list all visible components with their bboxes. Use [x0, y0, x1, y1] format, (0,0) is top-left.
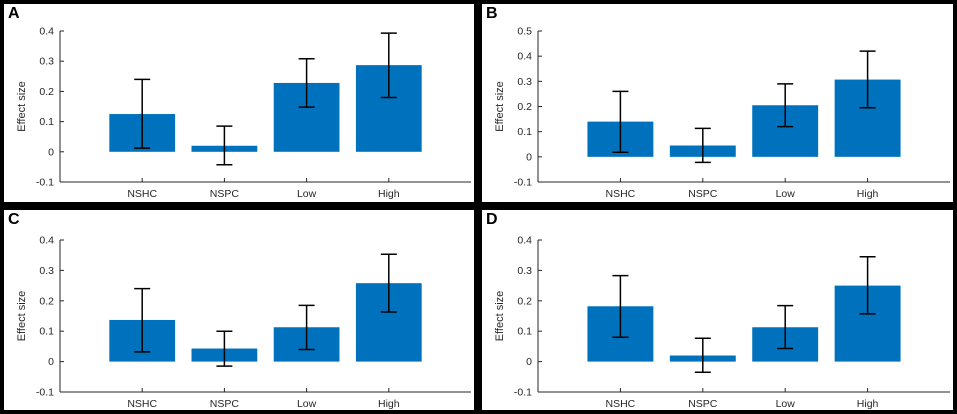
x-tick-label: NSHC	[606, 398, 636, 410]
y-tick-label: 0.2	[517, 295, 532, 307]
y-tick-label: 0	[48, 356, 54, 368]
y-tick-label: 0.3	[517, 265, 532, 277]
y-tick-label: 0.1	[39, 116, 54, 128]
y-tick-label: 0.1	[517, 126, 532, 138]
x-tick-label: NSHC	[127, 188, 157, 200]
bar-chart-b: -0.1 0 0.1 0.2 0.3 0.4 0.5 Effect size NSHC NSPC L…	[494, 26, 950, 200]
x-tick-label: High	[857, 188, 879, 200]
panel-letter: B	[486, 5, 498, 22]
y-tick-label: 0.4	[517, 235, 532, 247]
y-tick-label: 0.3	[39, 265, 54, 277]
y-tick-label: 0.4	[39, 235, 54, 247]
y-tick-label: -0.1	[36, 387, 54, 399]
y-tick-label: 0.1	[39, 326, 54, 338]
y-tick-label: 0.5	[517, 26, 532, 38]
panel-d: D -0.1 0 0.1 0.2 0.3 0.4 Effect size NSHC NSPC Lo…	[478, 206, 957, 414]
panel-c: C -0.1 0 0.1 0.2 0.3 0.4 Effect size NSHC NSPC Lo…	[0, 206, 478, 414]
y-tick-label: 0.1	[517, 326, 532, 338]
x-tick-label: Low	[776, 398, 796, 410]
y-tick-label: -0.1	[36, 177, 54, 189]
x-tick-label: High	[378, 398, 400, 410]
y-tick-label: 0.4	[517, 51, 532, 63]
x-tick-label: NSHC	[127, 398, 157, 410]
y-tick-label: 0.3	[39, 56, 54, 68]
y-tick-label: 0	[526, 356, 532, 368]
y-axis-label: Effect size	[16, 81, 28, 132]
x-tick-label: Low	[297, 188, 317, 200]
panel-a: A -0.1 0 0.1 0.2 0.3 0.4 Effect size NSHC NSPC Lo…	[0, 0, 478, 206]
y-tick-label: 0.4	[39, 26, 54, 38]
y-axis-label: Effect size	[494, 291, 506, 342]
x-tick-label: Low	[297, 398, 317, 410]
y-axis-label: Effect size	[16, 291, 28, 342]
x-tick-label: NSHC	[606, 188, 636, 200]
panel-b: B -0.1 0 0.1 0.2 0.3 0.4 0.5 Effect size NSHC NSP…	[478, 0, 957, 206]
y-tick-label: 0.2	[39, 295, 54, 307]
x-tick-label: NSPC	[210, 188, 240, 200]
y-tick-label: 0.3	[517, 76, 532, 88]
panel-letter: C	[8, 211, 20, 228]
y-tick-label: -0.1	[514, 177, 532, 189]
y-tick-label: 0.2	[517, 101, 532, 113]
bar-chart-d: -0.1 0 0.1 0.2 0.3 0.4 Effect size NSHC NSPC Low H…	[494, 235, 950, 410]
y-tick-label: 0.2	[39, 86, 54, 98]
bar-chart-a: -0.1 0 0.1 0.2 0.3 0.4 Effect size NSHC NSPC Low H…	[16, 26, 471, 200]
x-tick-label: NSPC	[210, 398, 240, 410]
panel-letter: A	[8, 5, 20, 22]
panel-letter: D	[486, 211, 498, 228]
y-tick-label: 0	[526, 151, 532, 163]
y-axis-label: Effect size	[494, 81, 506, 132]
x-tick-label: NSPC	[688, 188, 718, 200]
x-tick-label: Low	[776, 188, 796, 200]
y-tick-label: -0.1	[514, 387, 532, 399]
bar-chart-c: -0.1 0 0.1 0.2 0.3 0.4 Effect size NSHC NSPC Low H…	[16, 235, 471, 410]
x-tick-label: High	[378, 188, 400, 200]
y-tick-label: 0	[48, 146, 54, 158]
x-tick-label: High	[857, 398, 879, 410]
x-tick-label: NSPC	[688, 398, 718, 410]
